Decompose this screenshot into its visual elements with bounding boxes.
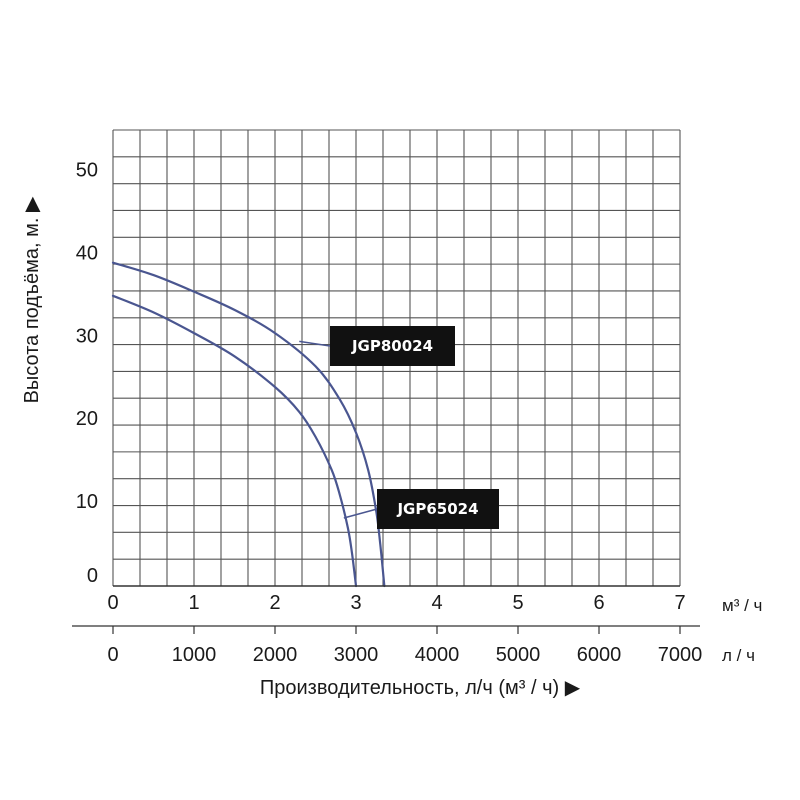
y-axis-title: Высота подъёма, м. ▶ <box>21 196 43 403</box>
x-tick-label-top: 5 <box>512 592 523 614</box>
x-axis-unit-top: м³ / ч <box>722 596 762 615</box>
annotation-box <box>330 326 455 366</box>
y-tick-label: 30 <box>76 325 98 347</box>
x-tick-label-bottom: 4000 <box>415 644 460 666</box>
x-tick-label-bottom: 5000 <box>496 644 541 666</box>
x-tick-label-top: 3 <box>350 592 361 614</box>
x-tick-label-bottom: 3000 <box>334 644 379 666</box>
annotation-label: JGP65024 <box>396 500 478 518</box>
x-axis-bottom-tick-labels: 0 1000 2000 3000 4000 5000 6000 7000 <box>107 626 702 666</box>
x-tick-label-top: 2 <box>269 592 280 614</box>
x-tick-label-top: 1 <box>188 592 199 614</box>
series-annotations: JGP80024 JGP65024 <box>299 326 499 529</box>
x-tick-label-bottom: 2000 <box>253 644 298 666</box>
x-axis-unit-bottom: л / ч <box>722 646 755 665</box>
annotation-leader <box>299 340 331 347</box>
x-tick-label-top: 6 <box>593 592 604 614</box>
series-line-jgp65024 <box>111 294 358 588</box>
x-tick-label-top: 0 <box>107 592 118 614</box>
x-tick-label-bottom: 6000 <box>577 644 622 666</box>
y-tick-label: 20 <box>76 408 98 430</box>
y-tick-label: 40 <box>76 242 98 264</box>
y-axis-tick-labels: 0 10 20 30 40 50 <box>76 159 98 587</box>
x-tick-label-bottom: 0 <box>107 644 118 666</box>
x-tick-label-bottom: 7000 <box>658 644 703 666</box>
chart-series <box>111 261 386 588</box>
series-line-jgp80024 <box>111 261 386 588</box>
x-tick-label-top: 4 <box>431 592 442 614</box>
x-tick-label-top: 7 <box>674 592 685 614</box>
x-tick-label-bottom: 1000 <box>172 644 217 666</box>
y-tick-label: 0 <box>87 565 98 587</box>
y-tick-label: 10 <box>76 491 98 513</box>
x-axis-title: Производительность, л/ч (м³ / ч) ▶ <box>260 677 581 699</box>
annotation-label: JGP80024 <box>351 337 433 355</box>
y-tick-label: 50 <box>76 159 98 181</box>
x-axis-top-tick-labels: 0 1 2 3 4 5 6 7 <box>107 592 685 614</box>
annotation-leader <box>343 508 378 519</box>
axis-lines <box>72 585 700 627</box>
annotation-box <box>377 489 499 529</box>
